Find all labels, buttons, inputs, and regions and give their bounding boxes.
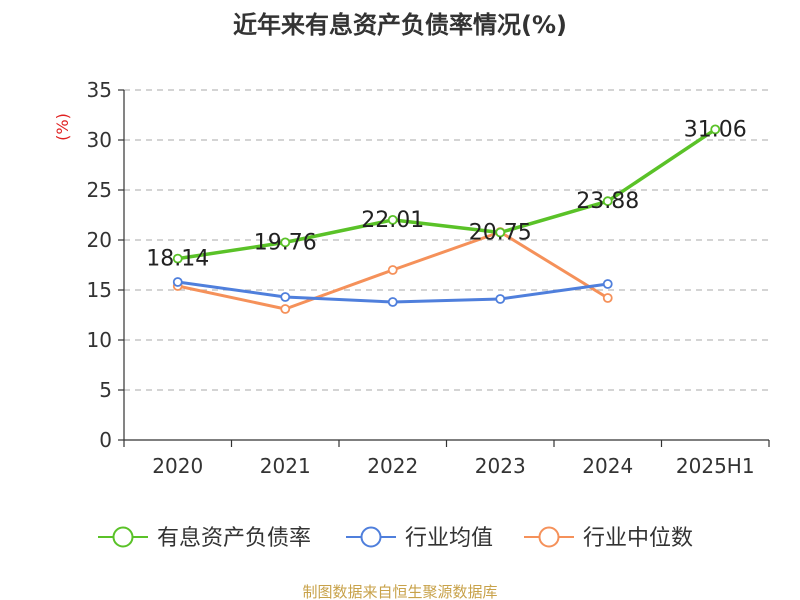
data-point (280, 304, 291, 314)
y-tick-label: 20 (87, 228, 112, 252)
data-point (387, 297, 398, 307)
data-labels: 18.14 19.76 22.01 20.75 23.88 31.06 (146, 117, 746, 271)
legend-item-2[interactable]: 行业中位数 (524, 526, 693, 551)
data-point (602, 196, 613, 207)
data-point (602, 279, 613, 289)
x-tick-label: 2021 (260, 454, 311, 478)
x-tick-label: 2025H1 (676, 454, 755, 478)
x-tick-label: 2022 (367, 454, 418, 478)
data-point (387, 265, 398, 275)
legend-circle-icon (360, 526, 382, 548)
legend-item-0[interactable]: 有息资产负债率 (98, 526, 311, 551)
data-point (172, 277, 183, 287)
y-tick-label: 35 (87, 78, 112, 102)
legend-circle-icon (112, 526, 134, 548)
axes: 0 5 10 15 20 25 30 35 2020 2021 2022 2023 2024 2025H1 (87, 78, 770, 478)
source-note: 制图数据来自恒生聚源数据库 (302, 583, 497, 600)
data-label: 22.01 (361, 208, 424, 233)
data-label: 20.75 (469, 221, 532, 246)
data-point (710, 124, 721, 135)
legend-label: 有息资产负债率 (157, 526, 311, 551)
y-tick-label: 25 (87, 178, 112, 202)
legend-label: 行业均值 (405, 526, 493, 551)
y-tick-label: 15 (87, 278, 112, 302)
series-line-0 (176, 127, 717, 261)
x-tick-label: 2023 (475, 454, 526, 478)
data-label: 18.14 (146, 247, 209, 272)
legend-label: 行业中位数 (583, 526, 693, 551)
y-tick-label: 0 (99, 428, 112, 452)
data-point (172, 253, 183, 264)
data-point (602, 293, 613, 303)
y-tick-label: 5 (99, 378, 112, 402)
legend-circle-icon (538, 526, 560, 548)
grid-lines (124, 89, 769, 391)
data-label: 23.88 (576, 189, 639, 214)
legend: 有息资产负债率 行业均值 行业中位数 (98, 526, 693, 551)
x-tick-label: 2024 (582, 454, 633, 478)
y-axis-label: (%) (53, 113, 72, 141)
chart-title: 近年来有息资产负债率情况(%) (233, 11, 567, 39)
legend-item-1[interactable]: 行业均值 (346, 526, 493, 551)
data-label: 31.06 (684, 117, 747, 142)
data-point (280, 237, 291, 248)
data-point (280, 292, 291, 302)
series-layer (172, 124, 721, 314)
data-point (495, 227, 506, 238)
y-tick-label: 30 (87, 128, 112, 152)
y-tick-label: 10 (87, 328, 112, 352)
data-point (495, 294, 506, 304)
data-point (387, 214, 398, 225)
data-label: 19.76 (254, 230, 317, 255)
x-tick-label: 2020 (152, 454, 203, 478)
